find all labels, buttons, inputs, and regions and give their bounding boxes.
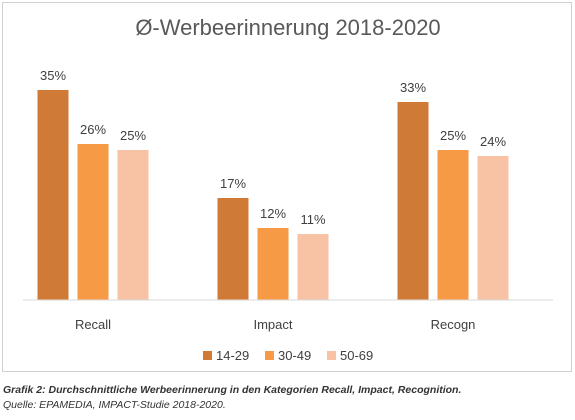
bar-impact-14-29 [217,198,249,300]
bar-recogn-30-49 [437,150,469,300]
data-label-recall-50-69: 25% [120,128,146,143]
caption-source: Quelle: EPAMEDIA, IMPACT-Studie 2018-202… [3,399,226,411]
data-label-impact-50-69: 11% [300,212,325,227]
legend-label-14-29: 14-29 [216,348,249,363]
bars-group: 35% 26% 25% 17% 12% 11% 33% 25% 24% [37,68,509,300]
data-label-impact-14-29: 17% [220,176,246,191]
legend: 14-29 30-49 50-69 [203,348,373,363]
legend-label-30-49: 30-49 [278,348,311,363]
data-label-recall-30-49: 26% [80,122,106,137]
category-labels: Recall Impact Recogn [75,317,475,332]
legend-label-50-69: 50-69 [340,348,373,363]
legend-swatch-50-69 [327,351,336,360]
legend-swatch-14-29 [203,351,212,360]
bar-recogn-50-69 [477,156,509,300]
category-label-impact: Impact [253,317,292,332]
bar-recall-30-49 [77,144,109,300]
data-label-recogn-14-29: 33% [400,80,426,95]
data-label-recogn-30-49: 25% [440,128,466,143]
legend-swatch-30-49 [265,351,274,360]
category-label-recogn: Recogn [431,317,476,332]
caption-title: Grafik 2: Durchschnittliche Werbeerinner… [3,384,462,396]
bar-chart: Ø-Werbeerinnerung 2018-2020 35% 26% 25% 17%… [23,15,553,363]
bar-impact-50-69 [297,234,329,300]
figure-caption: Grafik 2: Durchschnittliche Werbeerinner… [3,383,573,413]
bar-recall-14-29 [37,90,69,300]
data-label-recall-14-29: 35% [40,68,66,83]
category-label-recall: Recall [75,317,111,332]
bar-recogn-14-29 [397,102,429,300]
chart-title: Ø-Werbeerinnerung 2018-2020 [135,15,440,40]
chart-frame: Ø-Werbeerinnerung 2018-2020 35% 26% 25% 17%… [2,2,572,372]
bar-impact-30-49 [257,228,289,300]
bar-recall-50-69 [117,150,149,300]
data-label-impact-30-49: 12% [260,206,286,221]
data-label-recogn-50-69: 24% [480,134,506,149]
